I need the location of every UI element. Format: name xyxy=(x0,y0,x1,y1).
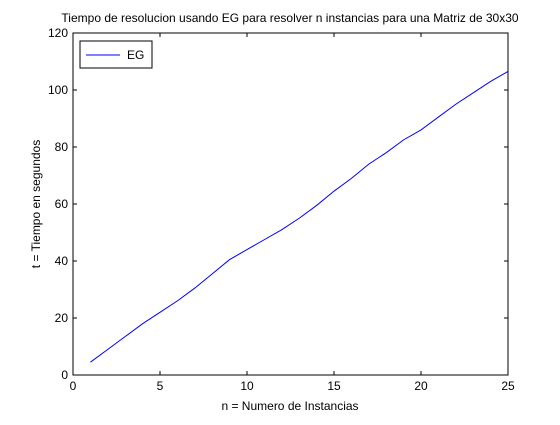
y-tick-label: 60 xyxy=(55,197,69,211)
chart-title: Tiempo de resolucion usando EG para reso… xyxy=(61,11,518,25)
y-tick-label: 20 xyxy=(55,311,69,325)
tick-layer: 0 5 10 15 20 25 0 20 40 60 80 100 120 xyxy=(48,26,515,393)
series-line-eg xyxy=(90,71,509,363)
x-tick-label: 20 xyxy=(414,379,428,393)
legend: EG xyxy=(79,40,153,69)
x-tick-label: 15 xyxy=(327,379,341,393)
y-tick-label: 100 xyxy=(48,83,68,97)
x-axis-label: n = Numero de Instancias xyxy=(221,399,358,413)
legend-label-eg: EG xyxy=(127,48,144,62)
plot-frame xyxy=(72,32,509,376)
y-tick-label: 120 xyxy=(48,26,68,40)
series-layer xyxy=(90,71,509,363)
x-tick-label: 0 xyxy=(70,379,77,393)
y-tick-label: 0 xyxy=(61,368,68,382)
y-tick-label: 80 xyxy=(55,140,69,154)
y-axis-label: t = Tiempo en segundos xyxy=(29,140,43,268)
y-tick-label: 40 xyxy=(55,254,69,268)
x-tick-label: 25 xyxy=(501,379,515,393)
x-tick-label: 5 xyxy=(157,379,164,393)
x-tick-label: 10 xyxy=(240,379,254,393)
